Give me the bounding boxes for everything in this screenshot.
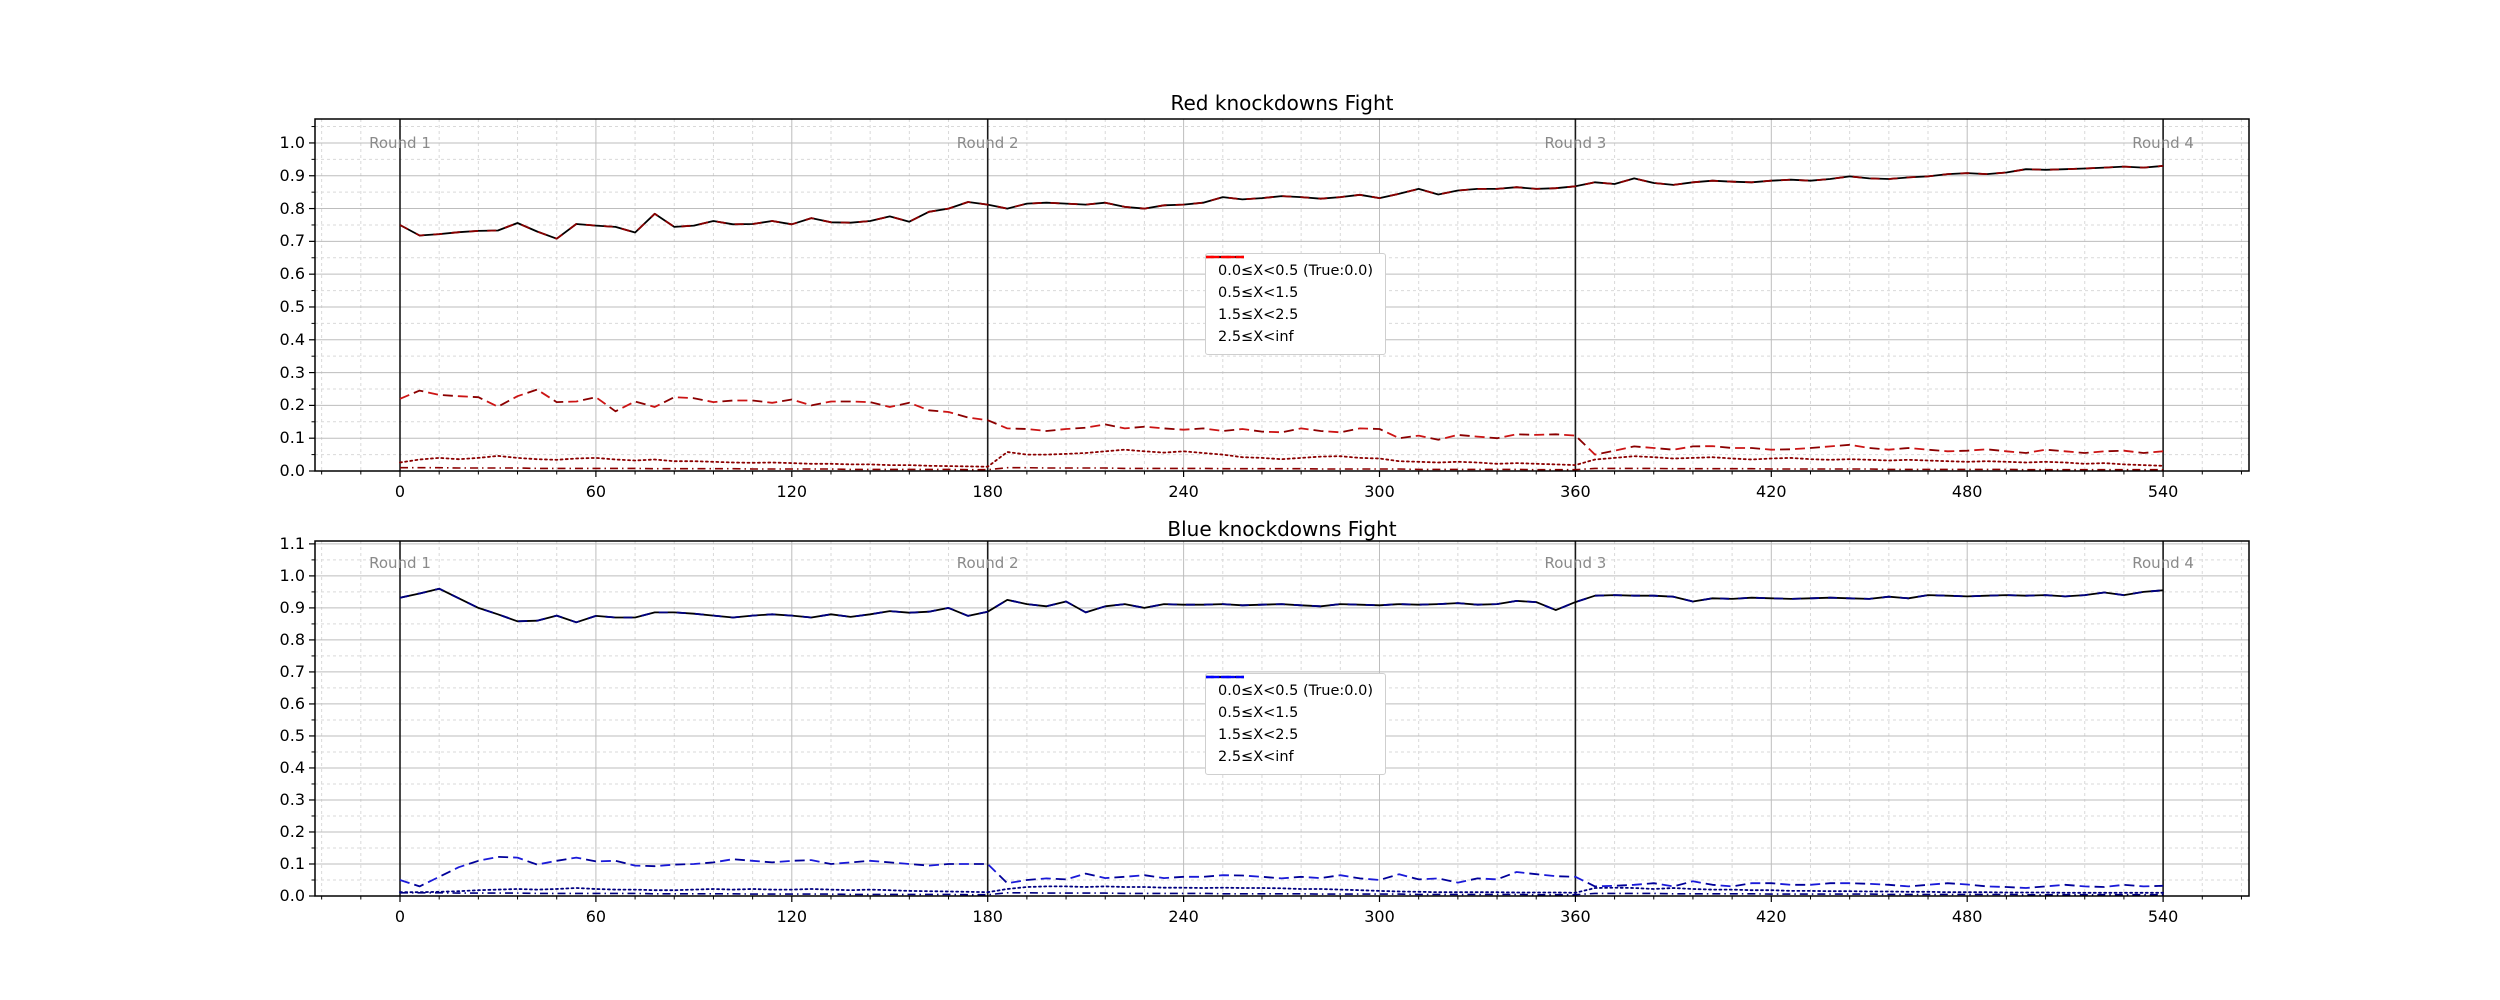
series-line-true: [399, 165, 2164, 240]
x-tick-label: 0: [394, 482, 406, 501]
series-line-dashed-bright: [399, 856, 2164, 889]
round-label: Round 1: [369, 554, 431, 572]
y-tick-label: 0.8: [279, 629, 305, 649]
legend-item: 2.5≤X<inf: [1206, 675, 1373, 766]
legend-item-label: 1.5≤X<2.5: [1218, 307, 1299, 323]
x-tick-label: 180: [972, 482, 1003, 501]
legend-item: 1.5≤X<2.5: [1206, 675, 1373, 744]
legend-item-label: 0.0≤X<0.5 (True:0.0): [1218, 263, 1374, 279]
series-line-dashdot: [400, 891, 2164, 896]
series-line-dotted: [399, 885, 2165, 894]
round-label: Round 4: [2132, 554, 2194, 572]
legend-item: 1.5≤X<2.5: [1206, 255, 1373, 324]
series-line-true: [399, 587, 2164, 624]
series-line-dashdot: [400, 466, 2164, 471]
x-tick-label: 540: [2147, 907, 2179, 926]
legend-item: 2.5≤X<inf: [1206, 255, 1373, 346]
y-tick-label: 0.7: [279, 661, 305, 681]
x-tick-label: 300: [1364, 482, 1395, 501]
x-tick-label: 120: [776, 482, 808, 501]
y-tick-label: 0.5: [279, 725, 305, 745]
y-tick-label: 0.8: [279, 198, 305, 218]
x-tick-label: 240: [1168, 907, 1199, 926]
round-label: Round 3: [1544, 134, 1607, 152]
y-tick-label: 0.9: [279, 597, 305, 617]
legend-item: 0.5≤X<1.5: [1206, 675, 1373, 722]
y-tick-label: 0.7: [279, 231, 305, 251]
blue-chart-title: Blue knockdowns Fight: [1167, 517, 1397, 541]
x-tick-label: 360: [1560, 482, 1591, 501]
x-tick-label: 420: [1756, 482, 1787, 501]
x-tick-label: 60: [585, 907, 607, 926]
legend-item-label: 0.5≤X<1.5: [1218, 705, 1299, 721]
x-tick-label: 540: [2147, 482, 2179, 501]
legend-item: 0.0≤X<0.5 (True:0.0): [1206, 255, 1374, 280]
axes-frame: [314, 540, 2250, 897]
x-tick-label: 480: [1951, 482, 1983, 501]
x-tick-label: 480: [1951, 907, 1983, 926]
y-tick-label: 0.2: [279, 821, 305, 841]
y-tick-label: 0.0: [279, 461, 305, 480]
series-line-true-overlay: [399, 165, 2164, 240]
legend: 0.0≤X<0.5 (True:0.0) 0.5≤X<1.5 1.5≤X<2.5 2.…: [1205, 253, 1387, 355]
legend-line-sample: [1206, 255, 1244, 259]
y-tick-label: 1.0: [279, 132, 305, 152]
legend-item-label: 0.5≤X<1.5: [1218, 285, 1299, 301]
x-tick-label: 360: [1560, 907, 1591, 926]
y-tick-label: 0.2: [279, 395, 305, 415]
legend-item-label: 2.5≤X<inf: [1218, 329, 1294, 345]
y-tick-label: 0.3: [279, 789, 305, 809]
legend-item-label: 0.0≤X<0.5 (True:0.0): [1218, 683, 1374, 699]
legend-item: 0.0≤X<0.5 (True:0.0): [1206, 675, 1374, 700]
y-tick-label: 0.1: [279, 853, 305, 873]
series-line-true-overlay: [399, 587, 2164, 624]
y-tick-label: 0.4: [279, 329, 305, 349]
axes-frame: [314, 118, 2250, 472]
round-label: Round 2: [956, 134, 1019, 152]
round-label: Round 2: [956, 554, 1019, 572]
y-tick-label: 0.0: [279, 886, 305, 905]
round-label: Round 4: [2132, 134, 2194, 152]
legend-item: 0.5≤X<1.5: [1206, 255, 1373, 302]
x-tick-label: 300: [1364, 907, 1395, 926]
x-tick-label: 0: [394, 907, 406, 926]
x-tick-label: 180: [972, 907, 1003, 926]
legend-item-label: 2.5≤X<inf: [1218, 749, 1294, 765]
y-tick-label: 0.5: [279, 296, 305, 316]
x-tick-label: 420: [1756, 907, 1787, 926]
y-tick-label: 0.9: [279, 165, 305, 185]
y-tick-label: 0.4: [279, 757, 305, 777]
x-tick-label: 120: [776, 907, 808, 926]
x-tick-label: 240: [1168, 482, 1199, 501]
y-tick-label: 0.6: [279, 693, 305, 713]
y-tick-label: 1.0: [279, 565, 305, 585]
y-tick-label: 1.1: [279, 533, 305, 553]
x-tick-label: 60: [585, 482, 607, 501]
series-line-dotted: [399, 448, 2165, 468]
y-tick-label: 0.6: [279, 264, 305, 284]
series-line-dashed: [399, 388, 2164, 456]
round-label: Round 1: [369, 134, 431, 152]
round-label: Round 3: [1544, 554, 1607, 572]
legend: 0.0≤X<0.5 (True:0.0) 0.5≤X<1.5 1.5≤X<2.5 2.…: [1205, 673, 1387, 775]
red-chart-title: Red knockdowns Fight: [1170, 91, 1394, 115]
legend-line-sample: [1206, 675, 1244, 679]
y-tick-label: 0.3: [279, 362, 305, 382]
legend-item-label: 1.5≤X<2.5: [1218, 727, 1299, 743]
y-tick-label: 0.1: [279, 428, 305, 448]
series-line-dashed: [399, 856, 2164, 889]
